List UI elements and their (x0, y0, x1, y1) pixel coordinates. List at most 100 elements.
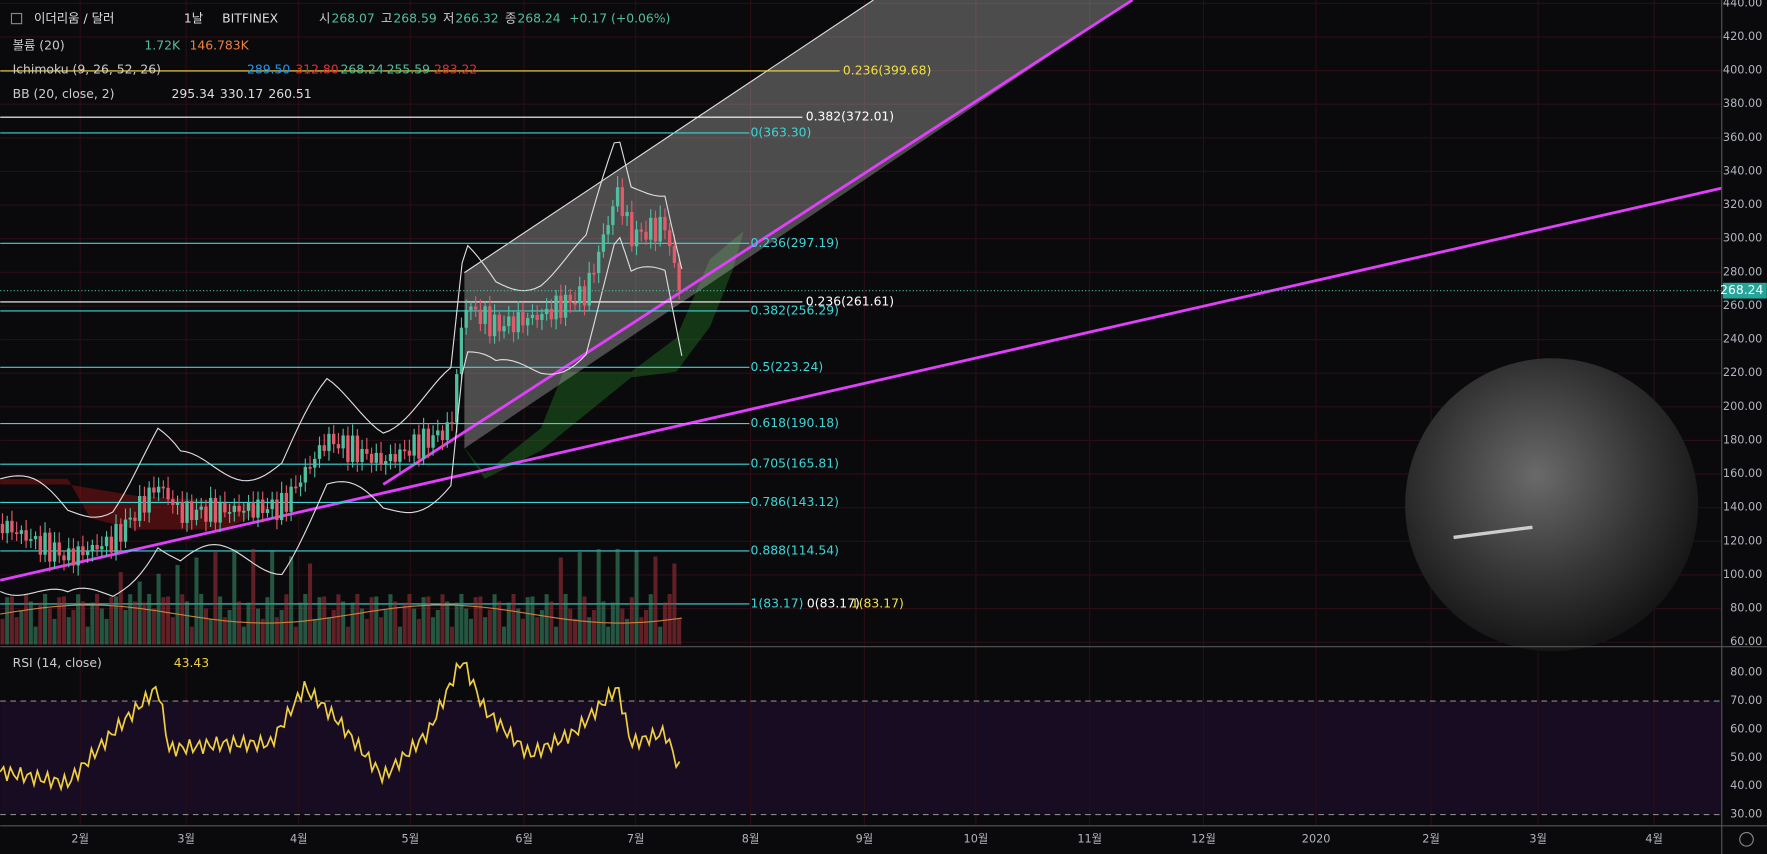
volume-bar (582, 596, 587, 645)
candle-body (450, 422, 454, 424)
volume-bar (554, 626, 559, 645)
volume-bar (620, 608, 625, 645)
volume-bar (516, 608, 521, 645)
volume-bar (199, 593, 204, 645)
candle-body (341, 435, 345, 449)
last-price-box (1722, 282, 1767, 299)
candle-body (327, 433, 331, 451)
volume-bar (502, 626, 507, 645)
candle-body (436, 430, 440, 436)
candle-body (540, 314, 544, 320)
volume-bar (265, 597, 270, 645)
header-open: 268.07 (331, 11, 374, 26)
volume-bar (388, 594, 393, 645)
bb-upper (0, 141, 683, 518)
volume-bar (227, 610, 232, 645)
settings-icon[interactable] (1739, 832, 1754, 847)
volume-bar (572, 618, 578, 645)
fib-label: 1(83.17) (751, 595, 804, 610)
price-tick-label: 320.00 (1723, 198, 1762, 211)
volume-bar (241, 626, 246, 645)
volume-bar (596, 549, 601, 645)
price-tick-label: 280.00 (1723, 265, 1762, 278)
volume-bar (293, 626, 298, 645)
volume-bar (43, 593, 48, 645)
header-close-label: 종 (505, 11, 516, 26)
candle-body (279, 492, 284, 521)
candle-body (365, 448, 369, 454)
candle-body (85, 551, 90, 556)
candle-body (393, 454, 397, 462)
candle-body (336, 444, 341, 449)
candle-body (672, 246, 677, 263)
volume-bar (132, 601, 137, 645)
candle-body (530, 314, 535, 319)
volume-bar (454, 602, 459, 645)
price-tick-label: 260.00 (1723, 299, 1762, 312)
price-tick-label: 300.00 (1723, 232, 1762, 245)
candle-body (275, 499, 279, 521)
header-open-label: 시 (319, 11, 330, 26)
volume-bar (104, 618, 109, 645)
candle-body (492, 314, 497, 337)
volume-bar (412, 608, 417, 645)
volume-bar (47, 608, 52, 645)
volume-bar (151, 608, 156, 645)
volume-bar (677, 618, 682, 645)
candle-body (29, 539, 33, 541)
volume-bar (184, 601, 190, 645)
fib-label: 0.382(372.01) (806, 109, 894, 124)
candle-body (502, 326, 506, 332)
volume-bar (426, 596, 431, 645)
time-tick-label: 3월 (177, 832, 195, 845)
volume-bar (80, 601, 85, 645)
candle-body (76, 546, 80, 566)
volume-bar (251, 548, 256, 645)
volume-bar (331, 610, 336, 645)
price-tick-label: 360.00 (1723, 131, 1762, 144)
volume-bar (506, 602, 511, 645)
candle-body (516, 312, 520, 333)
rsi-line (0, 661, 681, 792)
candle-body (549, 308, 554, 320)
candle-body (190, 501, 194, 520)
candle-body (38, 536, 43, 555)
candle-body (568, 294, 572, 303)
time-tick-label: 10월 (964, 832, 989, 845)
indicator-value: 268.24 (340, 61, 383, 76)
candle-body (57, 542, 61, 556)
volume-bar (189, 626, 194, 645)
volume-bar (317, 597, 322, 645)
volume-bar (549, 601, 554, 645)
volume-bar (407, 593, 412, 645)
price-tick-label: 220.00 (1723, 366, 1762, 379)
volume-bar (648, 594, 653, 645)
price-tick-label: 120.00 (1723, 534, 1762, 547)
rsi-tick-label: 50.00 (1730, 751, 1762, 764)
channel (464, 0, 1133, 449)
volume-bar (284, 594, 289, 645)
indicator-name: BB (20, close, 2) (13, 86, 115, 101)
candle-body (109, 536, 113, 553)
candle-body (161, 486, 166, 489)
candle-body (478, 309, 483, 324)
last-price: 268.24 (1720, 282, 1763, 297)
candle-body (246, 502, 251, 511)
indicator-name: 볼륨 (20) (13, 38, 65, 53)
time-tick-label: 2월 (1422, 832, 1440, 845)
candle-body (402, 449, 407, 452)
header-interval: 1날 (184, 11, 203, 26)
candle-body (483, 306, 487, 324)
volume-bar (629, 597, 634, 645)
candle-body (185, 501, 189, 523)
indicator-value: 146.783K (189, 38, 249, 53)
volume-bar (170, 617, 175, 645)
rsi-tick-label: 40.00 (1730, 779, 1762, 792)
candle-body (171, 499, 175, 505)
time-tick-label: 2020 (1302, 832, 1331, 845)
price-tick-label: 400.00 (1723, 64, 1762, 77)
volume-bar (492, 594, 497, 645)
volume-bar (147, 593, 152, 645)
volume-bar (468, 618, 473, 645)
